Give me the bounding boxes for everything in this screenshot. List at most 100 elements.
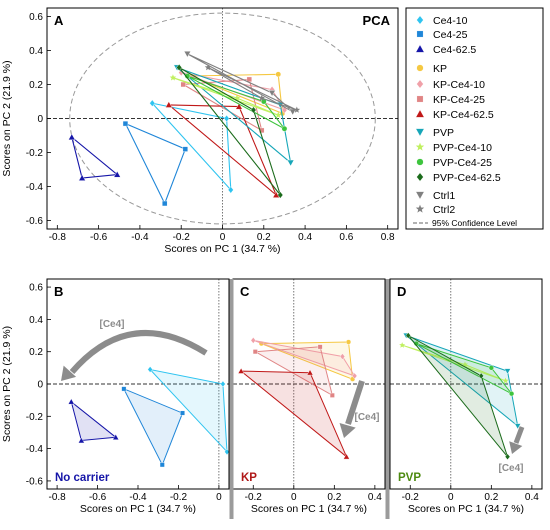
series-hull-line <box>176 66 292 165</box>
series-hull-line <box>124 122 187 205</box>
panel-separator <box>229 279 234 519</box>
data-point <box>306 369 314 376</box>
data-layer <box>399 332 522 461</box>
legend-marker-icon <box>416 158 424 166</box>
series-hull-line <box>261 341 354 380</box>
series-hull-line <box>207 67 298 111</box>
y-tick-label: -0.4 <box>26 444 44 455</box>
series-hull-line <box>148 368 228 454</box>
legend-marker-icon <box>415 142 425 151</box>
data-point <box>399 342 406 348</box>
panel-frame <box>389 278 543 490</box>
series-ce4-25 <box>121 386 185 468</box>
concentration-arrow <box>61 330 208 381</box>
y-tick-label: 0.2 <box>29 80 43 91</box>
legend-item: PVP-Ce4-25 <box>416 157 492 169</box>
legend-label: KP <box>433 63 447 75</box>
series-ctrl2 <box>204 64 301 113</box>
legend-label: Ctrl2 <box>433 204 455 216</box>
legend-item: 95% Confidence Level <box>413 218 517 228</box>
data-point <box>183 51 192 58</box>
data-point <box>250 337 256 344</box>
series-ce4-25 <box>122 120 189 207</box>
series-ce4-62-5 <box>68 133 121 181</box>
arrow-head <box>339 423 356 438</box>
data-point <box>250 106 257 114</box>
legend-item: PVP-Ce4-10 <box>415 142 492 154</box>
data-point <box>159 462 165 468</box>
data-point <box>504 368 511 375</box>
legend-marker-icon <box>416 64 424 72</box>
data-point <box>268 90 276 97</box>
y-tick-label: 0.2 <box>29 347 43 358</box>
panel-label: A <box>54 13 64 28</box>
x-tick-label: -0.2 <box>402 492 420 503</box>
series-ce4-10 <box>147 366 229 456</box>
legend-item: PVP <box>415 127 454 139</box>
series-hull-line <box>239 370 347 458</box>
x-tick-label: -0.6 <box>90 232 108 243</box>
series-hull-line <box>122 387 184 467</box>
panel-separator <box>385 279 390 519</box>
data-point <box>169 74 177 81</box>
legend-label: Ce4-10 <box>433 15 468 27</box>
legend-label: Ctrl1 <box>433 190 455 202</box>
data-point <box>317 344 323 350</box>
legend-item: KP <box>416 63 447 75</box>
legend-marker-icon <box>416 30 424 38</box>
series-pvp-ce4-25 <box>413 341 515 397</box>
x-tick-label: 0.8 <box>381 232 395 243</box>
data-point <box>345 339 352 345</box>
panel-frame <box>46 278 230 490</box>
data-point <box>113 170 121 178</box>
legend-label: 95% Confidence Level <box>432 218 517 228</box>
legend-label: PVP-Ce4-25 <box>433 157 492 169</box>
data-point <box>258 94 266 101</box>
data-point <box>78 437 85 444</box>
carrier-label: PVP <box>398 472 421 484</box>
data-point <box>67 398 75 405</box>
y-tick-label: 0 <box>37 114 43 125</box>
x-tick-label: -0.8 <box>48 492 66 503</box>
panel-label: B <box>54 284 63 299</box>
x-tick-label: -0.8 <box>49 232 67 243</box>
x-tick-label: -0.2 <box>173 232 191 243</box>
series-hull-line <box>405 335 519 428</box>
data-point <box>227 186 234 194</box>
data-point <box>182 146 189 152</box>
data-point <box>112 433 120 440</box>
series-kp-ce4-62-5 <box>237 367 350 460</box>
data-layer <box>67 366 229 468</box>
data-point <box>121 386 127 392</box>
legend-item: PVP-Ce4-62.5 <box>416 172 501 184</box>
legend-marker-icon <box>415 191 425 200</box>
x-tick-label: -0.6 <box>89 492 107 503</box>
legend-marker-icon <box>415 109 425 118</box>
data-point <box>461 361 468 368</box>
data-point <box>252 349 258 355</box>
legend-item: Ctrl1 <box>415 190 455 202</box>
data-point <box>180 410 185 416</box>
data-point <box>274 111 282 118</box>
panel-title: PCA <box>363 13 391 28</box>
data-point <box>504 453 511 461</box>
series-hull-line <box>178 67 281 196</box>
y-tick-label: 0.6 <box>29 12 43 23</box>
x-tick-label: 0 <box>448 492 454 503</box>
arrow-shaft <box>345 380 365 425</box>
legend-item: KP-Ce4-62.5 <box>415 109 494 121</box>
series-ce4-10 <box>149 99 234 194</box>
data-point <box>237 367 245 374</box>
legend-marker-icon <box>415 204 425 213</box>
data-point <box>351 372 358 380</box>
arrow-label: [Ce4] <box>498 463 523 474</box>
legend-marker-icon <box>416 95 424 103</box>
series-hull-fill <box>71 401 116 441</box>
x-tick-label: 0 <box>291 492 297 503</box>
legend-frame <box>405 7 544 230</box>
arrow-shaft <box>513 426 525 444</box>
x-axis-label: Scores on PC 1 (34.7 %) <box>164 243 280 255</box>
data-point <box>275 71 282 78</box>
data-point <box>235 102 243 110</box>
concentration-arrow <box>509 426 525 454</box>
